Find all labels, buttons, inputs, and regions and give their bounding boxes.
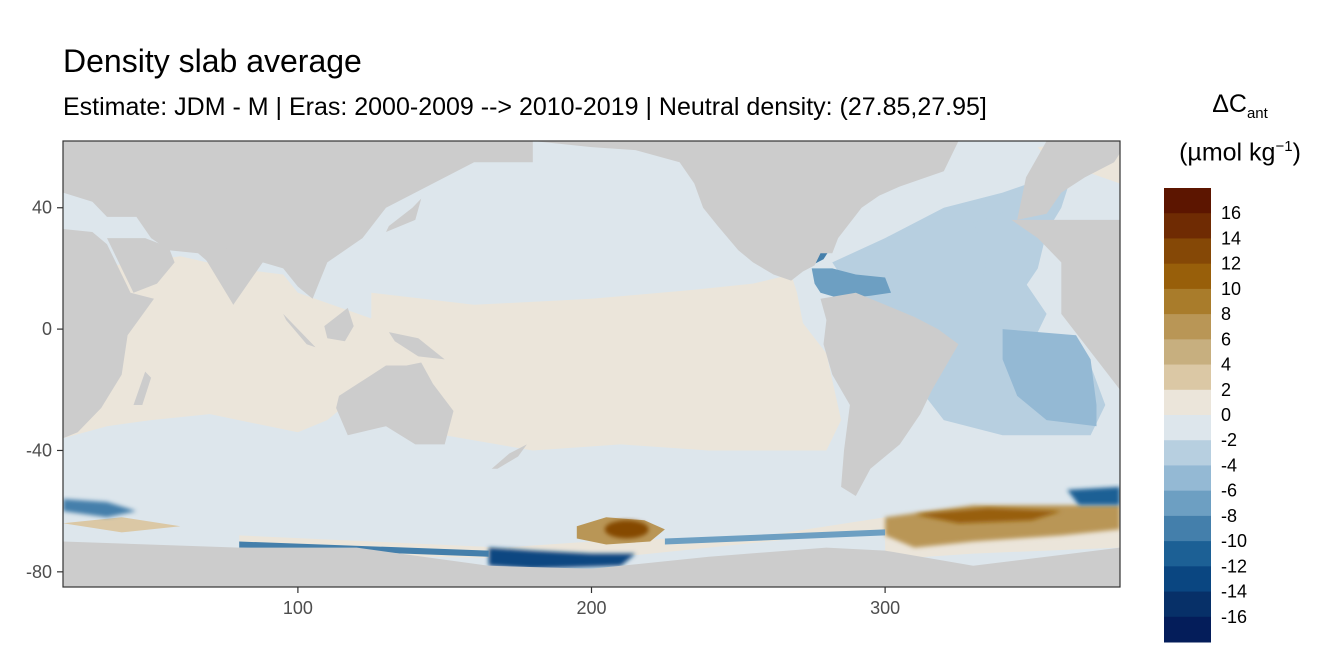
legend-swatch [1164, 541, 1211, 567]
legend-label: 4 [1221, 355, 1231, 375]
y-tick-label: 0 [42, 319, 52, 339]
chart-title: Density slab average [63, 43, 362, 79]
y-tick-label: -80 [26, 562, 52, 582]
legend-swatch [1164, 616, 1211, 643]
y-tick-label: -40 [26, 440, 52, 460]
legend-label: 6 [1221, 329, 1231, 349]
land-japan [386, 198, 422, 232]
land-eurasia [63, 141, 533, 305]
legend-swatch [1164, 389, 1211, 416]
land-antarctica [63, 541, 1120, 587]
legend-label: -16 [1221, 607, 1247, 627]
legend-swatch [1164, 288, 1211, 315]
land-greenland [885, 129, 1003, 141]
chart-subtitle: Estimate: JDM - M | Eras: 2000-2009 --> … [63, 93, 987, 121]
region-shelf-west [63, 499, 137, 518]
land-india [203, 244, 263, 305]
land-arabia [107, 238, 175, 293]
legend-swatch [1164, 339, 1211, 366]
land-borneo [324, 307, 354, 342]
legend-swatch [1164, 263, 1211, 290]
legend-swatch [1164, 566, 1211, 593]
legend-title: ΔCant [1212, 90, 1268, 122]
region-shelf-pacific [664, 529, 886, 545]
legend-label: 14 [1221, 228, 1241, 248]
legend-label: -8 [1221, 506, 1237, 526]
region-tropical-atlantic [973, 207, 1047, 345]
region-caribbean [811, 268, 891, 299]
legend-swatch [1164, 440, 1211, 466]
region-ross-sea [604, 520, 649, 539]
legend-unit: (µmol kg−1) [1179, 138, 1301, 167]
legend-swatch [1164, 591, 1211, 618]
land-north-america [532, 141, 974, 281]
region-pacific-band [371, 274, 842, 451]
legend-label: -12 [1221, 556, 1247, 576]
land-australia [336, 362, 454, 445]
land-mask [63, 129, 1120, 587]
legend-swatch [1164, 314, 1211, 340]
land-sumatra [283, 313, 316, 348]
legend-label: 2 [1221, 380, 1231, 400]
land-south-america [820, 292, 959, 496]
legend-label: 10 [1221, 279, 1241, 299]
legend-label: 12 [1221, 254, 1241, 274]
legend-label: 0 [1221, 405, 1231, 425]
legend-label: -2 [1221, 430, 1237, 450]
legend-swatch [1164, 188, 1211, 214]
legend-swatch [1164, 515, 1211, 542]
legend-swatch [1164, 415, 1211, 441]
legend-swatch [1164, 465, 1211, 492]
legend-label: -14 [1221, 582, 1247, 602]
region-indian-antarctic [63, 517, 181, 533]
y-tick-label: 40 [32, 198, 52, 218]
legend-swatch [1164, 490, 1211, 517]
land-new-zealand [491, 444, 527, 469]
legend-label: -6 [1221, 481, 1237, 501]
x-tick-label: 200 [576, 598, 606, 618]
region-weddell-core [914, 508, 1062, 524]
region-south-atlantic [1002, 329, 1097, 427]
legend-colorbar: 16 14 12 10 8 6 4 2 0 -2 -4 -6 -8 -10 -12 -14 -16 [1164, 188, 1247, 643]
x-tick-label: 100 [283, 598, 313, 618]
land-europe [1017, 141, 1120, 220]
x-tick-label: 300 [870, 598, 900, 618]
legend-swatch [1164, 238, 1211, 265]
land-madagascar [133, 371, 152, 405]
land-new-guinea [388, 332, 445, 360]
legend-label: -10 [1221, 531, 1247, 551]
region-amundsen [488, 547, 636, 569]
legend-label: 16 [1221, 203, 1241, 223]
legend-swatch [1164, 364, 1211, 391]
legend-label: 8 [1221, 304, 1231, 324]
legend-label: -4 [1221, 455, 1237, 475]
land-africa-east [1011, 219, 1120, 390]
legend-swatch [1164, 213, 1211, 239]
region-shelf-east [1067, 486, 1120, 506]
land-africa [63, 141, 154, 439]
